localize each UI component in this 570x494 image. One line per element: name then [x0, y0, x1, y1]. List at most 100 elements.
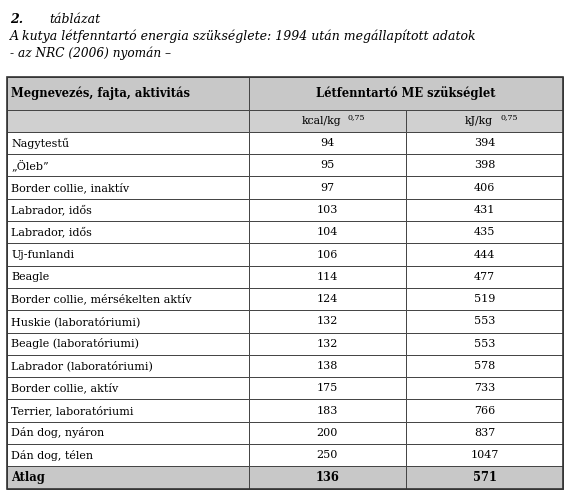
Text: 2.: 2. — [10, 13, 23, 26]
Text: 136: 136 — [315, 471, 339, 484]
Bar — [7, 332, 249, 355]
Text: 435: 435 — [474, 227, 495, 237]
Text: Uj-funlandi: Uj-funlandi — [11, 249, 75, 259]
Text: 398: 398 — [474, 161, 495, 170]
Bar — [406, 355, 563, 377]
Text: Terrier, laboratóriumi: Terrier, laboratóriumi — [11, 405, 134, 416]
Bar — [249, 444, 406, 466]
Text: 394: 394 — [474, 138, 495, 148]
Bar — [406, 400, 563, 422]
Bar — [406, 444, 563, 466]
Bar — [406, 221, 563, 244]
Bar — [7, 422, 249, 444]
Text: 766: 766 — [474, 406, 495, 415]
Bar — [7, 310, 249, 332]
Bar — [7, 288, 249, 310]
Bar — [406, 377, 563, 400]
Text: 175: 175 — [317, 383, 338, 393]
Text: Dán dog, nyáron: Dán dog, nyáron — [11, 427, 105, 438]
Bar — [406, 466, 563, 489]
Text: 444: 444 — [474, 249, 495, 259]
Text: 132: 132 — [317, 339, 338, 349]
Text: 103: 103 — [317, 205, 338, 215]
Bar — [7, 266, 249, 288]
Text: Labrador, idős: Labrador, idős — [11, 227, 92, 238]
Bar — [249, 466, 406, 489]
Text: 138: 138 — [317, 361, 338, 371]
Bar — [249, 332, 406, 355]
Text: Huskie (laboratóriumi): Huskie (laboratóriumi) — [11, 316, 141, 327]
Bar — [406, 266, 563, 288]
Text: 578: 578 — [474, 361, 495, 371]
Bar — [7, 176, 249, 199]
Text: Labrador (laboratóriumi): Labrador (laboratóriumi) — [11, 361, 153, 371]
Text: 0,75: 0,75 — [348, 113, 365, 121]
Text: kcal/kg: kcal/kg — [302, 116, 341, 126]
Bar — [7, 400, 249, 422]
Bar — [406, 288, 563, 310]
Text: 0,75: 0,75 — [500, 113, 518, 121]
Bar — [406, 244, 563, 266]
Text: 733: 733 — [474, 383, 495, 393]
Bar — [406, 132, 563, 154]
Text: 571: 571 — [473, 471, 496, 484]
Bar — [249, 310, 406, 332]
Text: „Öleb”: „Öleb” — [11, 160, 49, 171]
Text: 553: 553 — [474, 339, 495, 349]
Bar — [249, 199, 406, 221]
Text: 1047: 1047 — [470, 450, 499, 460]
Bar — [406, 422, 563, 444]
Bar — [249, 221, 406, 244]
Bar — [7, 244, 249, 266]
Text: Megnevezés, fajta, aktivitás: Megnevezés, fajta, aktivitás — [11, 86, 190, 100]
Text: 94: 94 — [320, 138, 335, 148]
Text: 250: 250 — [317, 450, 338, 460]
Bar — [406, 110, 563, 132]
Bar — [7, 444, 249, 466]
Bar — [406, 154, 563, 176]
Text: 553: 553 — [474, 317, 495, 327]
Bar — [249, 244, 406, 266]
Bar — [249, 400, 406, 422]
Text: Border collie, inaktív: Border collie, inaktív — [11, 182, 129, 193]
Text: 97: 97 — [320, 183, 335, 193]
Bar — [7, 466, 249, 489]
Text: Border collie, aktív: Border collie, aktív — [11, 383, 119, 394]
Text: 837: 837 — [474, 428, 495, 438]
Text: kJ/kg: kJ/kg — [464, 116, 492, 126]
Bar — [249, 422, 406, 444]
Bar — [7, 221, 249, 244]
Bar — [249, 176, 406, 199]
Text: Border collie, mérsékelten aktív: Border collie, mérsékelten aktív — [11, 294, 192, 304]
Bar — [249, 110, 406, 132]
Text: Dán dog, télen: Dán dog, télen — [11, 450, 93, 461]
Bar — [7, 199, 249, 221]
Bar — [249, 266, 406, 288]
Text: táblázat: táblázat — [49, 13, 100, 26]
Bar — [7, 377, 249, 400]
Bar — [249, 288, 406, 310]
Text: 519: 519 — [474, 294, 495, 304]
Text: A kutya létfenntartó energia szükséglete: 1994 után megállapított adatok: A kutya létfenntartó energia szükséglete… — [10, 30, 477, 43]
Text: 477: 477 — [474, 272, 495, 282]
Bar — [7, 132, 249, 154]
Text: Nagytestű: Nagytestű — [11, 137, 70, 149]
Bar — [249, 377, 406, 400]
Bar — [7, 77, 249, 110]
Text: 114: 114 — [317, 272, 338, 282]
Bar — [406, 310, 563, 332]
Text: Beagle: Beagle — [11, 272, 50, 282]
Bar — [7, 110, 249, 132]
Text: 106: 106 — [317, 249, 338, 259]
Text: 431: 431 — [474, 205, 495, 215]
Bar — [249, 355, 406, 377]
Text: - az NRC (2006) nyomán –: - az NRC (2006) nyomán – — [10, 46, 172, 60]
Text: Létfenntartó ME szükséglet: Létfenntartó ME szükséglet — [316, 86, 496, 100]
Text: 124: 124 — [317, 294, 338, 304]
Bar — [406, 176, 563, 199]
Text: Atlag: Atlag — [11, 471, 45, 484]
Text: 200: 200 — [317, 428, 338, 438]
Text: 104: 104 — [317, 227, 338, 237]
Bar — [7, 355, 249, 377]
Text: 95: 95 — [320, 161, 335, 170]
